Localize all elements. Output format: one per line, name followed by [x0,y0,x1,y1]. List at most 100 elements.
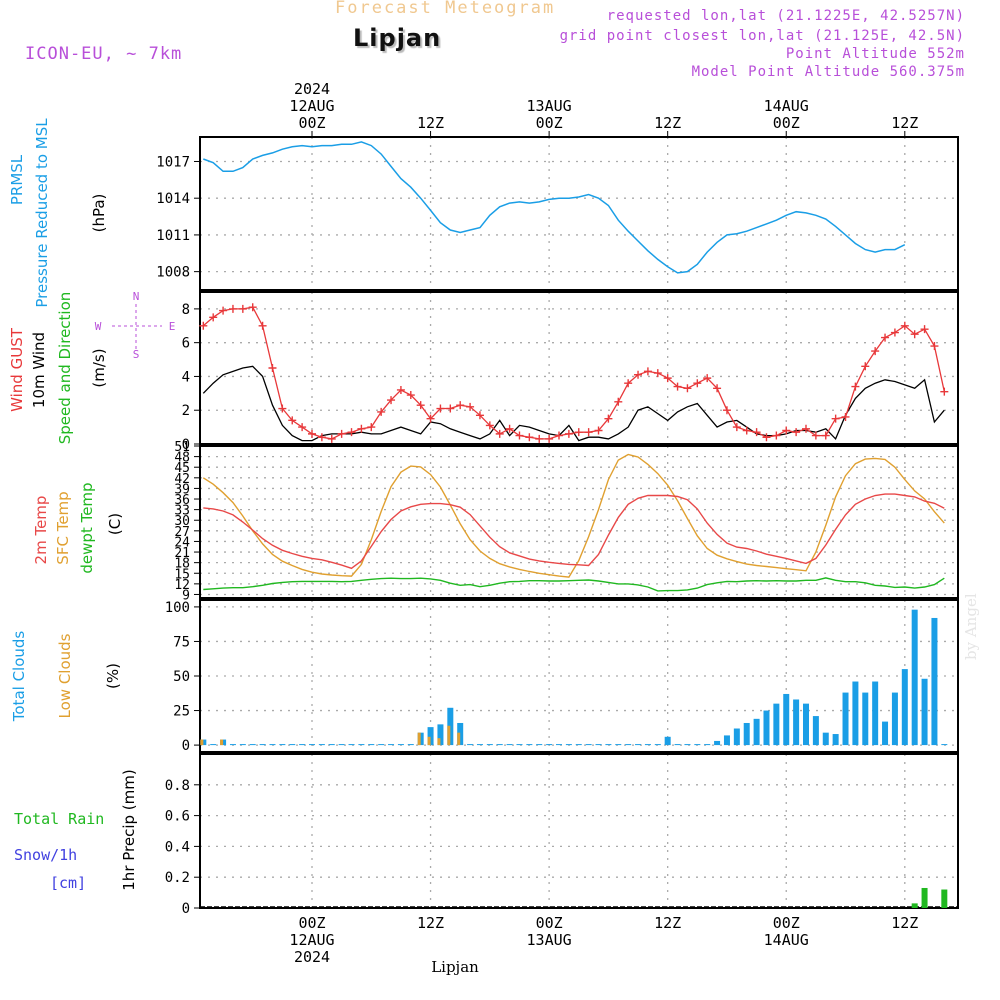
gust-marker [436,404,445,413]
gust-marker [466,402,475,411]
y-tick-label: 2 [182,403,190,419]
gust-marker [584,428,593,437]
gust-marker [910,330,919,339]
gust-marker [228,304,237,313]
y-tick-label: 30 [174,514,190,529]
top-time-label: 00Z [536,114,563,132]
gust-marker [574,428,583,437]
rain-bar [911,903,918,908]
total-cloud-bar [388,744,395,746]
requested-coordinates: requested lon,lat (21.1225E, 42.5257N) [606,8,965,24]
gust-marker [831,414,840,423]
rain-bar [941,889,948,908]
total-cloud-bar [536,744,543,746]
gust-marker [841,412,850,421]
bottom-time-label: 12Z [417,914,444,932]
y-tick-label: 48 [174,451,190,466]
total-cloud-bar [654,744,661,746]
top-time-label: 00Z [298,114,325,132]
y-tick-label: 50 [173,669,190,685]
gust-marker [634,370,643,379]
gust-marker [327,434,336,443]
total-cloud-bar [467,744,474,746]
y-tick-label: 39 [174,482,190,497]
y-tick-label: 0 [182,738,190,754]
gust-marker [890,328,899,337]
total-cloud-bar [348,744,355,746]
model-label: ICON-EU, ~ 7km [25,44,183,64]
total-cloud-bar [585,744,592,746]
gust-marker [594,426,603,435]
y-tick-label: 0.6 [165,809,190,825]
gust-marker [377,407,386,416]
y-tick-label: 25 [173,704,190,720]
y-tick-label: 21 [174,546,190,561]
temp-unit: (C) [106,513,124,535]
gust-marker [248,303,257,312]
gust-marker [545,434,554,443]
gust-marker [900,321,909,330]
total-cloud-bar [911,609,918,746]
low-cloud-bar [427,736,431,746]
total-cloud-bar [872,681,879,746]
gust-line [202,306,945,440]
wind-direction-label: Speed and Direction [56,292,74,445]
total-cloud-bar [239,744,246,746]
total-cloud-bar [842,692,849,746]
compass-west: W [95,320,102,333]
total-cloud-bar [723,735,730,746]
total-cloud-bar [941,744,948,746]
gust-marker [238,304,247,313]
y-tick-label: 24 [174,535,190,550]
total-cloud-bar [476,744,483,746]
gust-marker [604,414,613,423]
y-tick-label: 33 [174,504,190,519]
y-tick-label: 0.4 [165,839,190,855]
total-cloud-bar [565,744,572,746]
total-cloud-bar [318,744,325,746]
gust-marker [396,385,405,394]
total-cloud-bar [368,744,375,746]
gust-marker [851,382,860,391]
gust-marker [653,369,662,378]
total-cloud-bar [704,744,711,746]
gust-marker [930,342,939,351]
y-tick-label: 8 [182,302,190,318]
bottom-time-label: 13AUG [527,931,572,949]
meteogram-title: Forecast Meteogram [335,0,556,18]
total-cloud-bar [635,744,642,746]
pressure-line [203,141,906,274]
top-time-label: 13AUG [527,97,572,115]
total-cloud-bar [526,744,533,746]
total-cloud-bar [358,744,365,746]
temp2m-label: 2m Temp [32,496,50,565]
bottom-time-label: 00Z [773,914,800,932]
total-cloud-bar [378,744,385,746]
top-time-label: 12Z [654,114,681,132]
compass-cross [112,304,162,350]
y-tick-label: 15 [174,567,190,582]
gust-marker [762,433,771,442]
sfc-temp-label: SFC Temp [54,491,72,564]
total-cloud-bar [407,744,414,746]
y-tick-label: 36 [174,493,190,508]
total-cloud-bar [605,744,612,746]
total-cloud-bar [803,703,809,746]
gust-marker [614,397,623,406]
gust-marker [258,321,267,330]
gust-marker [426,414,435,423]
bottom-time-label: 14AUG [764,931,809,949]
gust-marker [515,431,524,440]
gust-marker [456,401,465,410]
total-cloud-bar [921,678,928,746]
rain-bar [921,887,928,908]
total-cloud-bar [793,699,800,746]
gust-marker [940,387,949,396]
y-tick-label: 4 [182,369,190,385]
gust-marker [693,379,702,388]
total-cloud-bar [279,744,286,746]
bottom-time-label: 00Z [536,914,563,932]
total-cloud-bar [664,736,671,746]
panel-frame [199,136,959,291]
y-tick-label: 18 [174,557,190,572]
